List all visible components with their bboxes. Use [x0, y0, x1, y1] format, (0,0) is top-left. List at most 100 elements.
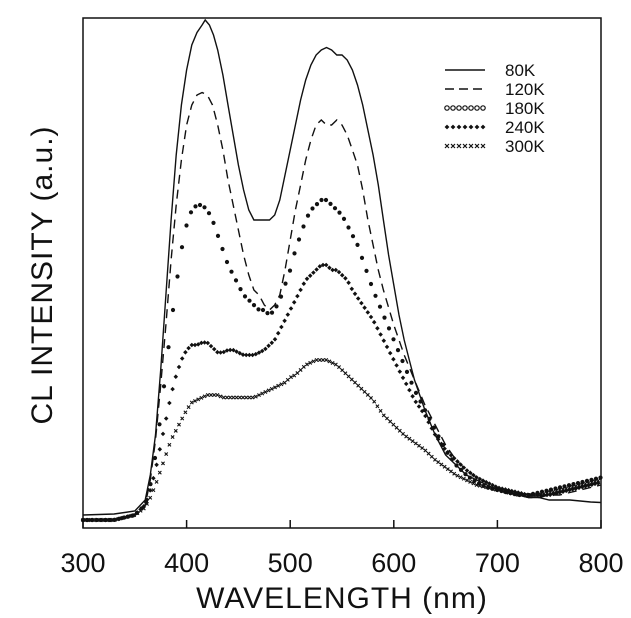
- series-marker: [561, 487, 565, 492]
- x-tick-label: 500: [268, 548, 313, 578]
- series-marker: [538, 492, 543, 497]
- series-marker: [413, 399, 419, 405]
- series-marker: [525, 493, 530, 497]
- series-marker: [177, 422, 181, 427]
- series-marker: [144, 497, 150, 502]
- series-marker: [145, 501, 149, 506]
- series-marker: [455, 473, 460, 478]
- series-marker: [340, 368, 345, 373]
- series-marker: [218, 394, 223, 399]
- series-marker: [97, 518, 101, 522]
- series-marker: [596, 478, 601, 483]
- series-marker: [276, 383, 281, 388]
- series-marker: [189, 400, 194, 405]
- x-tick-label: 600: [371, 548, 416, 578]
- series-marker: [346, 374, 351, 379]
- legend-marker: [456, 124, 462, 130]
- series-marker: [436, 460, 441, 465]
- series-layer: [80, 18, 603, 523]
- series-marker: [468, 479, 473, 484]
- series-marker: [240, 352, 246, 357]
- series-marker: [90, 518, 95, 522]
- series-marker: [253, 351, 259, 357]
- series-marker: [413, 441, 418, 446]
- legend-swatch: [444, 143, 486, 149]
- series-marker: [332, 206, 338, 211]
- series-marker: [426, 419, 431, 425]
- series-marker: [564, 486, 569, 491]
- series-marker: [522, 491, 527, 497]
- series-marker: [375, 326, 380, 331]
- series-marker: [418, 399, 423, 404]
- series-marker: [391, 337, 396, 342]
- x-tick-label: 400: [164, 548, 209, 578]
- series-marker: [260, 307, 266, 313]
- series-marker: [196, 397, 201, 402]
- series-marker: [202, 340, 207, 345]
- series-marker: [339, 272, 345, 278]
- series-marker: [242, 294, 248, 299]
- series-marker: [231, 395, 236, 400]
- series-marker: [301, 224, 306, 229]
- series-marker: [532, 493, 537, 497]
- series-marker: [554, 488, 559, 493]
- series-marker: [234, 349, 239, 354]
- series-marker: [471, 481, 476, 486]
- series-marker: [116, 517, 121, 521]
- series-marker: [477, 483, 482, 488]
- series-marker: [386, 326, 392, 331]
- series-marker: [346, 225, 351, 230]
- series-marker: [250, 395, 255, 400]
- series-marker: [324, 358, 329, 362]
- series-marker: [295, 293, 300, 299]
- series-marker: [445, 467, 450, 472]
- series-marker: [202, 394, 207, 399]
- series-marker: [250, 352, 255, 358]
- legend-marker: [480, 143, 486, 149]
- series-marker: [282, 318, 287, 324]
- series-marker: [119, 516, 124, 521]
- series-marker: [557, 487, 562, 492]
- series-marker: [263, 346, 268, 352]
- legend-marker: [444, 124, 450, 130]
- series-marker: [327, 359, 332, 364]
- series-marker: [199, 395, 204, 400]
- series-marker: [218, 350, 223, 355]
- series-marker: [241, 395, 245, 400]
- series-marker: [483, 479, 489, 485]
- series-marker: [192, 342, 198, 348]
- series-marker: [433, 457, 437, 462]
- series-marker: [167, 400, 172, 406]
- series-marker: [321, 358, 325, 362]
- series-marker: [493, 487, 498, 492]
- series-marker: [349, 377, 354, 382]
- series-marker: [251, 303, 257, 308]
- series-marker: [237, 395, 242, 400]
- series-marker: [397, 369, 403, 374]
- series-marker: [480, 478, 486, 483]
- legend-marker: [444, 143, 450, 149]
- series-marker: [375, 404, 380, 409]
- series-marker: [423, 413, 428, 419]
- series-marker: [323, 197, 329, 203]
- series-marker: [154, 479, 159, 484]
- series-marker: [224, 259, 230, 265]
- series-marker: [359, 255, 365, 260]
- series-marker: [343, 276, 348, 281]
- series-marker: [458, 462, 463, 467]
- legend-item-180k: 180K: [444, 99, 545, 118]
- series-marker: [481, 484, 485, 489]
- series-marker: [215, 393, 220, 397]
- series-marker: [519, 493, 524, 497]
- series-marker: [229, 269, 234, 274]
- series-marker: [471, 472, 476, 478]
- series-marker: [292, 373, 297, 378]
- series-marker: [343, 371, 348, 376]
- series-marker: [449, 469, 453, 474]
- series-marker: [356, 383, 361, 388]
- series-marker: [157, 422, 162, 427]
- series-marker: [163, 416, 169, 421]
- series-marker: [477, 476, 483, 482]
- series-marker: [269, 310, 275, 315]
- legend-marker: [456, 143, 462, 149]
